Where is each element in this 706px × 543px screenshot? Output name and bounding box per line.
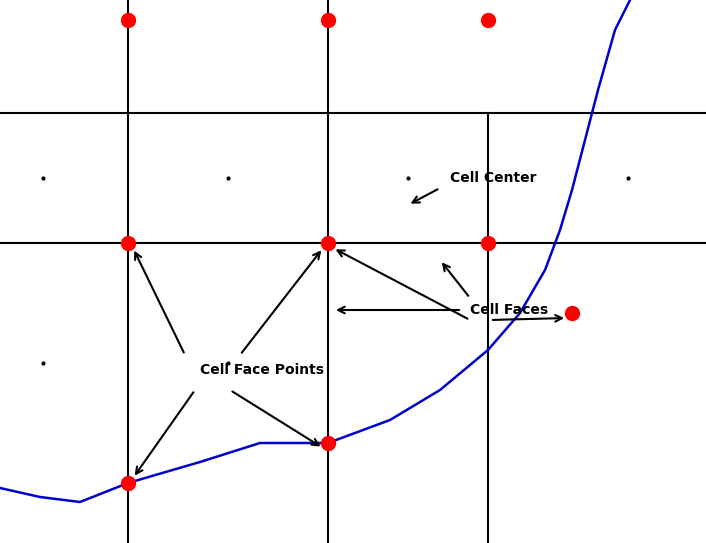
- Point: [323, 239, 334, 248]
- Point: [482, 16, 493, 24]
- Text: Cell Center: Cell Center: [450, 171, 537, 185]
- Point: [122, 479, 133, 488]
- Point: [566, 308, 578, 317]
- Point: [122, 239, 133, 248]
- Point: [323, 439, 334, 447]
- Point: [482, 239, 493, 248]
- Point: [323, 16, 334, 24]
- Text: Cell Faces: Cell Faces: [470, 303, 548, 317]
- Point: [122, 16, 133, 24]
- Text: Cell Face Points: Cell Face Points: [200, 363, 324, 377]
